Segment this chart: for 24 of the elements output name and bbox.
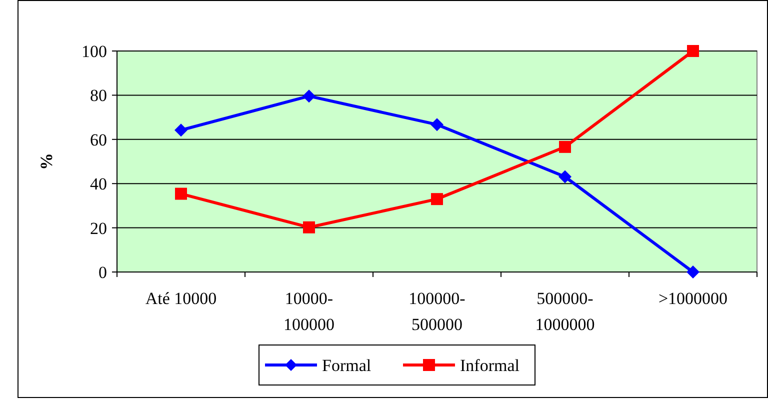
point xyxy=(558,170,572,184)
y-tick-label: 0 xyxy=(98,262,107,282)
legend-label: Formal xyxy=(322,356,372,375)
point xyxy=(687,45,699,57)
y-tick-label: 100 xyxy=(82,42,107,61)
x-tick-label: >1000000 xyxy=(658,289,728,308)
y-tick-label: 40 xyxy=(90,174,107,194)
legend-label: Informal xyxy=(460,356,520,375)
point xyxy=(431,193,443,206)
point xyxy=(174,124,188,137)
y-axis-title: % xyxy=(37,153,56,170)
point xyxy=(303,221,315,234)
point xyxy=(175,188,187,200)
x-tick-label: 10000-100000 xyxy=(284,289,334,334)
point xyxy=(559,140,571,153)
point xyxy=(686,266,700,278)
y-tick-label: 80 xyxy=(90,86,107,106)
y-tick-label: 20 xyxy=(90,218,107,238)
x-tick-label: Até 10000 xyxy=(145,289,217,308)
y-tick-label: 60 xyxy=(90,130,107,150)
x-tick-label: 500000-1000000 xyxy=(535,289,595,334)
x-tick-label: 100000-500000 xyxy=(408,289,466,334)
point xyxy=(302,90,316,103)
point xyxy=(430,118,444,132)
